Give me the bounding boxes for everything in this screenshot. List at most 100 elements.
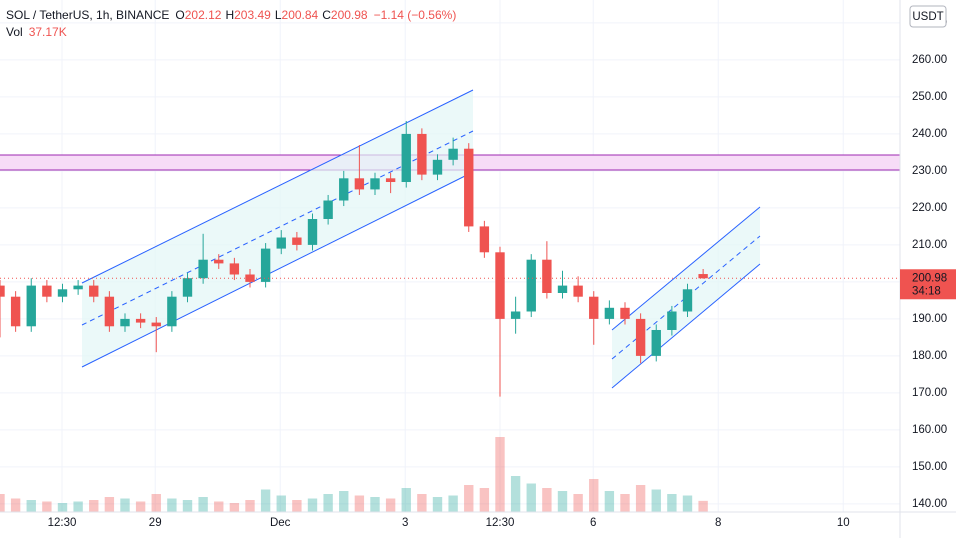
volume-bar [682,495,693,512]
volume-bar [573,494,583,512]
volume-bar [510,476,521,512]
volume-bar [292,500,302,512]
candle-body [0,285,5,297]
ohlc-label: O [175,8,184,22]
volume-bar [432,497,443,512]
low-value: 200.84 [282,8,319,22]
candle-body [651,329,661,356]
candle-body [323,200,333,220]
y-tick-label: 140.00 [912,498,947,510]
volume-bar [57,503,68,512]
candle-body [307,219,318,245]
volume-bar [479,488,490,512]
candle-body [104,296,115,327]
ohlc-label: L [275,8,282,22]
last-price-box [900,269,956,300]
volume-bar [89,500,99,512]
countdown: 34:18 [912,285,941,297]
volume-bar [198,497,208,512]
volume-bar [260,489,271,512]
x-tick-label: Dec [270,517,291,529]
channel-line [611,263,761,389]
channel-line [611,206,761,331]
volume-bar [167,498,177,512]
x-tick-label: 29 [149,517,162,529]
volume-bar [104,497,115,512]
candle-body [620,307,630,319]
volume-bar [339,491,349,512]
candle-body [667,311,677,330]
candle-body [401,133,411,183]
open-value: 202.12 [185,8,222,22]
volume-bar [589,479,599,512]
candle-body [370,178,380,190]
x-tick-label: 12:30 [48,517,77,529]
candle-body [479,226,490,253]
volume-bar [542,488,552,512]
x-tick-label: 8 [715,517,721,529]
volume-bar [417,494,427,512]
volume-bar [667,494,677,512]
candle-body [573,285,583,297]
candle-body [682,289,693,312]
channel-line [81,171,474,368]
volume-bar [370,497,380,512]
volume-bar [120,498,130,512]
y-tick-label: 230.00 [912,165,947,177]
y-tick-label: 250.00 [912,91,947,103]
volume-bar [495,437,505,512]
candle-body [510,311,521,319]
volume-bar [620,494,630,512]
candle-body [448,148,458,160]
candle-body [73,285,83,290]
ohlc-label: H [225,8,234,22]
candle-body [385,178,396,183]
y-tick-label: 190.00 [912,313,947,325]
candle-body [557,285,568,293]
candle-body [464,148,474,227]
volume-bar [307,498,318,512]
y-tick-label: 170.00 [912,387,947,399]
candle-body [604,307,615,319]
volume-bar [42,501,52,512]
symbol: SOL / TetherUS, 1h, BINANCE [6,8,169,22]
candle-body [245,274,255,282]
volume-bar [651,489,661,512]
high-value: 203.49 [234,8,271,22]
volume-bar [557,491,568,512]
volume-bar [401,488,411,512]
volume-bar [354,495,365,512]
y-tick-label: 150.00 [912,461,947,473]
candle-body [339,178,349,201]
volume-bar [10,498,21,512]
legend-line: SOL / TetherUS, 1h, BINANCE O202.12 H203.4… [6,8,456,22]
change: −1.14 (−0.56%) [374,8,457,22]
volume-bar [635,485,646,512]
volume-bar [182,500,193,512]
candle-body [57,289,68,297]
candle-body [589,296,599,319]
volume-bar [385,498,396,512]
candle-body [526,259,536,312]
candle-body [495,252,505,319]
y-tick-label: 160.00 [912,424,947,436]
currency-button[interactable] [909,5,947,28]
volume-bar [526,483,536,512]
candle-body [89,285,99,297]
currency[interactable]: USDT [912,11,943,23]
candle-body [182,278,193,297]
volume-bar [135,501,146,512]
y-tick-label: 180.00 [912,350,947,362]
candle-body [26,285,36,327]
candle-body [635,318,646,356]
y-tick-label: 240.00 [912,128,947,140]
candle-body [354,178,365,190]
volume-bar [464,485,474,512]
x-tick-label: 12:30 [486,517,515,529]
x-tick-label: 3 [402,517,408,529]
y-tick-label: 260.00 [912,54,947,66]
candle-body [10,296,21,327]
volume-bar [698,500,708,512]
volume-bar [229,503,240,512]
